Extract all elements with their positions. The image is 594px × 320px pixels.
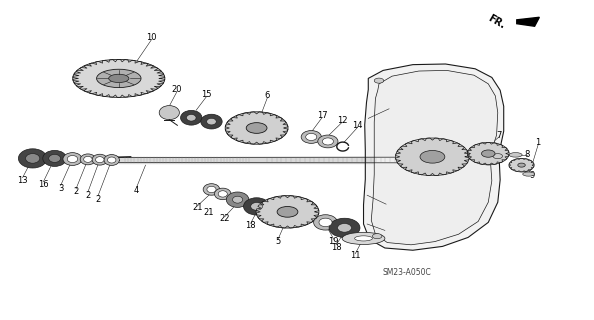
Ellipse shape bbox=[181, 110, 202, 125]
Text: 20: 20 bbox=[172, 85, 182, 94]
Ellipse shape bbox=[109, 74, 129, 83]
Ellipse shape bbox=[43, 150, 67, 166]
Ellipse shape bbox=[355, 236, 372, 241]
Ellipse shape bbox=[232, 196, 243, 203]
Ellipse shape bbox=[72, 60, 165, 97]
Text: 8: 8 bbox=[525, 150, 530, 159]
Ellipse shape bbox=[329, 218, 360, 237]
Ellipse shape bbox=[319, 218, 332, 227]
Ellipse shape bbox=[396, 138, 469, 176]
Ellipse shape bbox=[49, 155, 61, 163]
Ellipse shape bbox=[372, 234, 382, 239]
Ellipse shape bbox=[201, 114, 222, 129]
Text: 6: 6 bbox=[264, 92, 270, 100]
Ellipse shape bbox=[92, 154, 108, 165]
Ellipse shape bbox=[207, 186, 216, 193]
Ellipse shape bbox=[84, 156, 92, 162]
Text: 12: 12 bbox=[337, 116, 347, 125]
Ellipse shape bbox=[159, 106, 179, 120]
Text: 7: 7 bbox=[496, 131, 502, 140]
Ellipse shape bbox=[523, 172, 535, 176]
Text: 1: 1 bbox=[536, 138, 541, 147]
Ellipse shape bbox=[247, 123, 267, 133]
Ellipse shape bbox=[374, 78, 384, 83]
Ellipse shape bbox=[277, 206, 298, 217]
Ellipse shape bbox=[214, 188, 231, 200]
Ellipse shape bbox=[509, 158, 534, 172]
Text: 2: 2 bbox=[74, 188, 78, 196]
Ellipse shape bbox=[318, 135, 338, 148]
Ellipse shape bbox=[63, 153, 82, 165]
Ellipse shape bbox=[482, 150, 495, 157]
Text: 5: 5 bbox=[276, 237, 280, 246]
Ellipse shape bbox=[225, 112, 288, 144]
Text: FR.: FR. bbox=[486, 13, 507, 31]
Text: 16: 16 bbox=[38, 180, 49, 189]
Text: 18: 18 bbox=[245, 221, 256, 230]
Text: 22: 22 bbox=[219, 214, 230, 223]
Ellipse shape bbox=[226, 192, 249, 207]
Ellipse shape bbox=[18, 149, 47, 168]
Ellipse shape bbox=[203, 184, 220, 195]
Text: 18: 18 bbox=[331, 243, 342, 252]
Ellipse shape bbox=[518, 163, 525, 167]
Text: 2: 2 bbox=[86, 191, 90, 200]
Ellipse shape bbox=[306, 133, 317, 140]
Ellipse shape bbox=[301, 131, 321, 143]
Text: 9: 9 bbox=[529, 171, 534, 180]
Ellipse shape bbox=[314, 215, 337, 230]
Ellipse shape bbox=[256, 196, 319, 228]
Text: 2: 2 bbox=[96, 195, 100, 204]
Ellipse shape bbox=[97, 69, 141, 88]
Polygon shape bbox=[364, 64, 504, 250]
Text: 10: 10 bbox=[146, 33, 157, 42]
Text: 4: 4 bbox=[134, 186, 139, 195]
Text: 3: 3 bbox=[58, 184, 64, 193]
Ellipse shape bbox=[80, 154, 96, 165]
Text: 19: 19 bbox=[328, 237, 339, 246]
Ellipse shape bbox=[420, 150, 445, 163]
Ellipse shape bbox=[323, 138, 333, 145]
Polygon shape bbox=[371, 70, 498, 245]
Ellipse shape bbox=[493, 154, 503, 159]
Ellipse shape bbox=[251, 203, 263, 210]
Text: 15: 15 bbox=[201, 90, 212, 99]
Ellipse shape bbox=[337, 223, 352, 232]
Ellipse shape bbox=[244, 198, 270, 215]
Ellipse shape bbox=[26, 154, 40, 163]
Text: 21: 21 bbox=[204, 208, 214, 217]
Text: 14: 14 bbox=[352, 121, 363, 130]
Polygon shape bbox=[517, 17, 539, 26]
Ellipse shape bbox=[104, 155, 119, 165]
Text: SM23-A050C: SM23-A050C bbox=[383, 268, 431, 277]
Ellipse shape bbox=[467, 142, 509, 165]
Ellipse shape bbox=[96, 157, 104, 163]
Text: 11: 11 bbox=[350, 252, 361, 260]
Ellipse shape bbox=[342, 232, 385, 244]
Ellipse shape bbox=[509, 153, 522, 157]
Text: 17: 17 bbox=[317, 111, 327, 120]
Ellipse shape bbox=[108, 157, 116, 163]
Text: 13: 13 bbox=[17, 176, 28, 185]
Text: 21: 21 bbox=[192, 204, 203, 212]
Ellipse shape bbox=[187, 115, 196, 121]
Ellipse shape bbox=[67, 156, 78, 163]
Ellipse shape bbox=[207, 118, 216, 125]
Ellipse shape bbox=[218, 191, 228, 197]
